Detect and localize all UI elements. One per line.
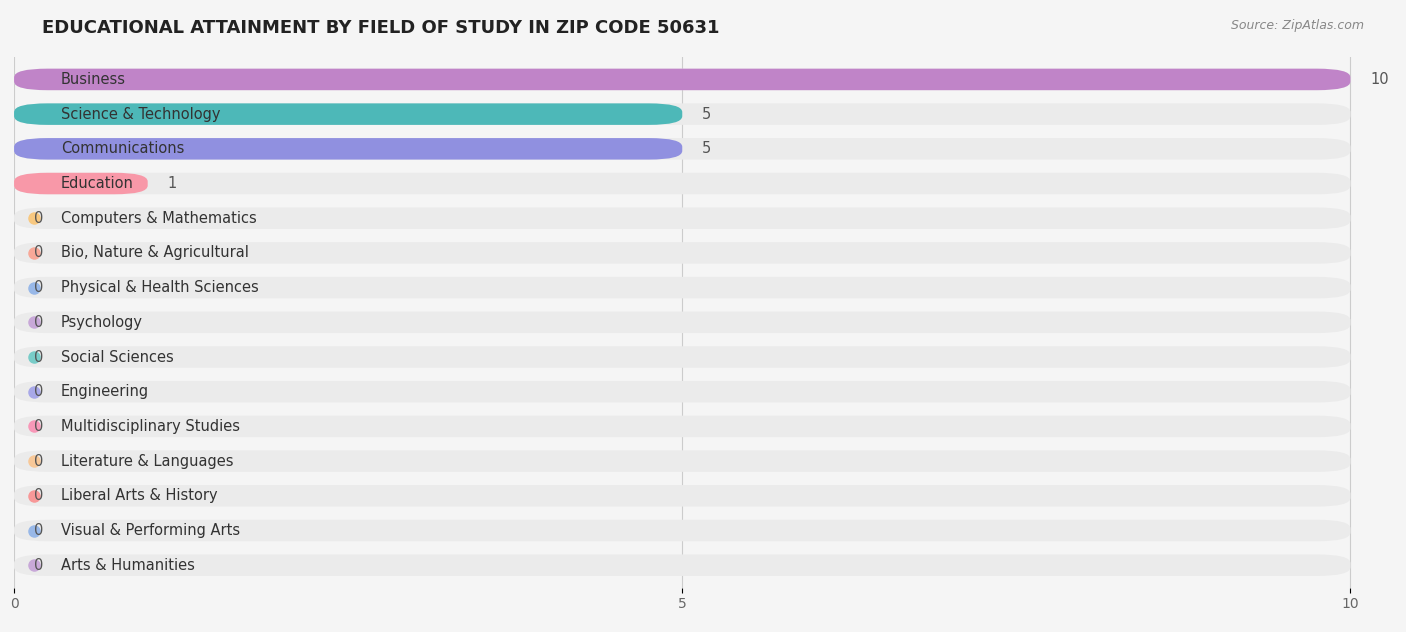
Text: 0: 0	[34, 210, 44, 226]
FancyBboxPatch shape	[14, 346, 1350, 368]
FancyBboxPatch shape	[14, 416, 1350, 437]
FancyBboxPatch shape	[14, 554, 1350, 576]
FancyBboxPatch shape	[14, 312, 1350, 333]
Text: EDUCATIONAL ATTAINMENT BY FIELD OF STUDY IN ZIP CODE 50631: EDUCATIONAL ATTAINMENT BY FIELD OF STUDY…	[42, 19, 720, 37]
Text: Communications: Communications	[60, 142, 184, 156]
FancyBboxPatch shape	[14, 173, 148, 194]
FancyBboxPatch shape	[14, 104, 1350, 125]
Text: 0: 0	[34, 523, 44, 538]
FancyBboxPatch shape	[14, 104, 682, 125]
FancyBboxPatch shape	[14, 69, 1350, 90]
Text: 0: 0	[34, 384, 44, 399]
FancyBboxPatch shape	[14, 173, 1350, 194]
Text: Business: Business	[60, 72, 125, 87]
Text: Source: ZipAtlas.com: Source: ZipAtlas.com	[1230, 19, 1364, 32]
Text: Psychology: Psychology	[60, 315, 143, 330]
Text: 10: 10	[1371, 72, 1389, 87]
Text: 0: 0	[34, 489, 44, 503]
Text: 5: 5	[703, 107, 711, 121]
Text: Multidisciplinary Studies: Multidisciplinary Studies	[60, 419, 240, 434]
Text: Science & Technology: Science & Technology	[60, 107, 221, 121]
FancyBboxPatch shape	[14, 451, 1350, 472]
FancyBboxPatch shape	[14, 138, 682, 160]
Text: Visual & Performing Arts: Visual & Performing Arts	[60, 523, 240, 538]
Text: 0: 0	[34, 315, 44, 330]
Text: Literature & Languages: Literature & Languages	[60, 454, 233, 468]
FancyBboxPatch shape	[14, 207, 1350, 229]
Text: Education: Education	[60, 176, 134, 191]
Text: 5: 5	[703, 142, 711, 156]
Text: Bio, Nature & Agricultural: Bio, Nature & Agricultural	[60, 245, 249, 260]
FancyBboxPatch shape	[14, 485, 1350, 507]
Text: 0: 0	[34, 557, 44, 573]
Text: 0: 0	[34, 245, 44, 260]
Text: 0: 0	[34, 349, 44, 365]
FancyBboxPatch shape	[14, 69, 1350, 90]
Text: Arts & Humanities: Arts & Humanities	[60, 557, 194, 573]
Text: Physical & Health Sciences: Physical & Health Sciences	[60, 280, 259, 295]
Text: 0: 0	[34, 419, 44, 434]
Text: Liberal Arts & History: Liberal Arts & History	[60, 489, 218, 503]
Text: 0: 0	[34, 454, 44, 468]
FancyBboxPatch shape	[14, 242, 1350, 264]
Text: 1: 1	[167, 176, 177, 191]
Text: Computers & Mathematics: Computers & Mathematics	[60, 210, 256, 226]
Text: Engineering: Engineering	[60, 384, 149, 399]
FancyBboxPatch shape	[14, 381, 1350, 403]
FancyBboxPatch shape	[14, 520, 1350, 541]
FancyBboxPatch shape	[14, 277, 1350, 298]
FancyBboxPatch shape	[14, 138, 1350, 160]
Text: 0: 0	[34, 280, 44, 295]
Text: Social Sciences: Social Sciences	[60, 349, 173, 365]
